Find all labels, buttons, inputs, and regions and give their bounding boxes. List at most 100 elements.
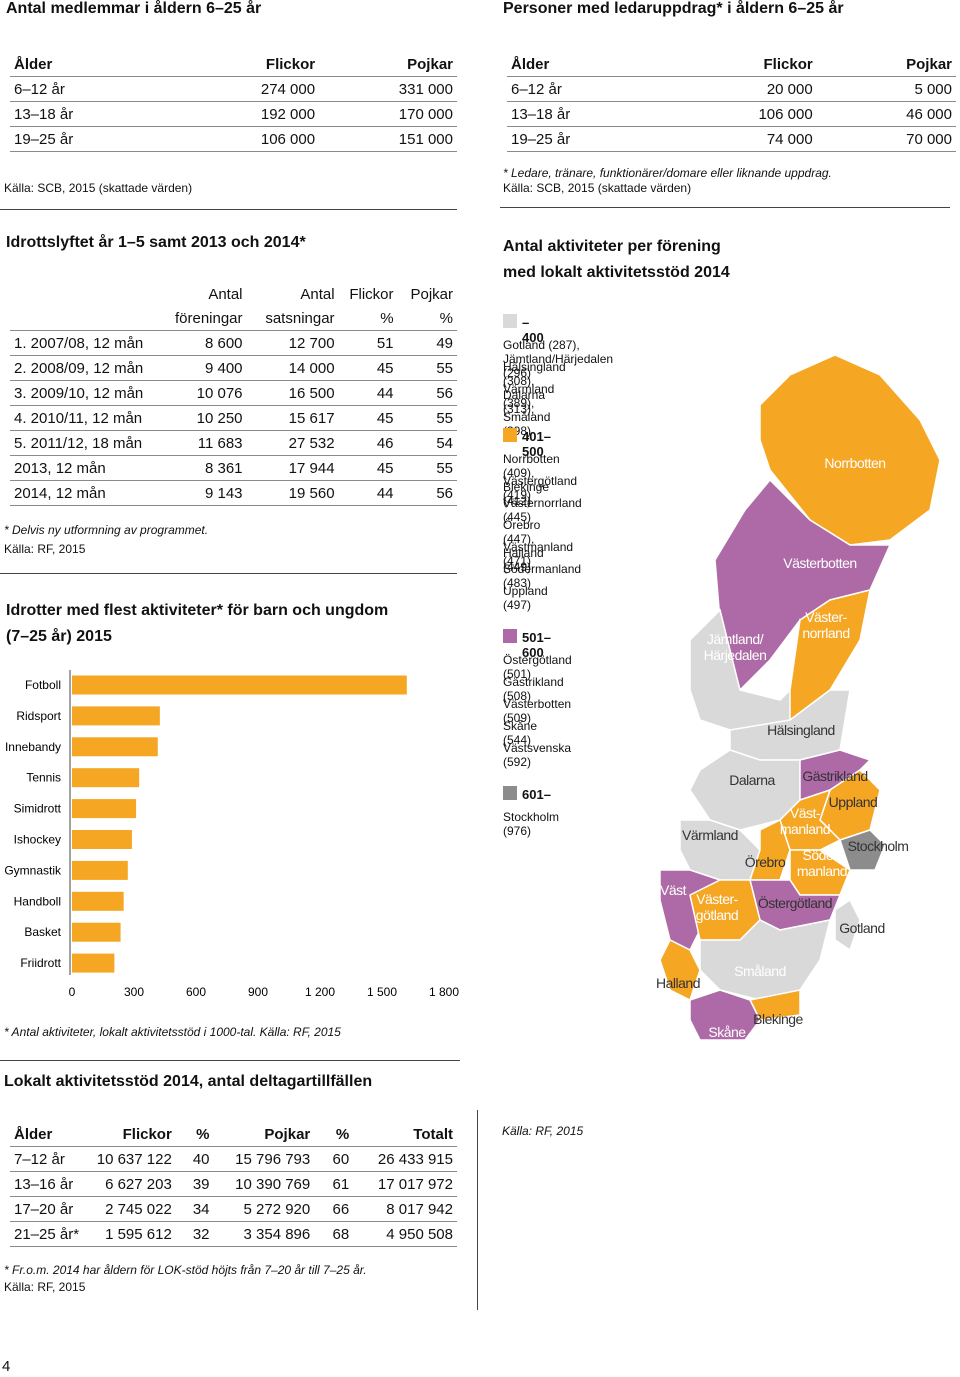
- region-label: Örebro: [745, 853, 786, 870]
- region-label-line: Värmland: [682, 827, 738, 843]
- bar: [72, 799, 137, 819]
- table-cell: 106 000: [684, 101, 817, 127]
- table-cell: 1 595 612: [87, 1221, 176, 1247]
- table-cell: 1. 2007/08, 12 mån: [10, 330, 165, 356]
- bar: [72, 675, 407, 695]
- header-cell: Pojkar: [319, 52, 457, 77]
- leaders-source: Källa: SCB, 2015 (skattade värden): [503, 181, 692, 195]
- header-row: föreningar satsningar%%: [10, 306, 457, 331]
- x-tick-label: 0: [69, 985, 76, 999]
- table-cell: 14 000: [246, 355, 339, 381]
- table-cell: 60: [314, 1146, 354, 1172]
- table-row: 2013, 12 mån 8 361 17 944 45 55: [10, 455, 457, 481]
- table-cell: 3. 2009/10, 12 mån: [10, 380, 165, 406]
- header-cell: Pojkar: [213, 1122, 315, 1147]
- divider: [0, 1060, 460, 1061]
- x-tick-label: 900: [248, 985, 268, 999]
- lok-title: Lokalt aktivitetsstöd 2014, antal deltag…: [4, 1073, 373, 1090]
- table-cell: 68: [314, 1221, 354, 1247]
- region-label: Söder-manland: [797, 847, 847, 879]
- divider: [477, 1110, 478, 1310]
- region-label-line: Östergötland: [758, 894, 832, 911]
- table-cell: 16 500: [246, 380, 339, 406]
- region-label: Värmland: [682, 827, 738, 843]
- region-label: Halland: [656, 975, 700, 991]
- legend-label: –400: [522, 315, 544, 345]
- region-label-line: Småland: [734, 963, 786, 979]
- legend-item: Västergötland (419): [503, 474, 578, 502]
- legend-label: 501–600: [522, 630, 551, 660]
- region-label-line: norrland: [802, 625, 849, 641]
- bar: [72, 706, 160, 726]
- region-label-line: Dalarna: [729, 772, 775, 788]
- leaders-table: Ålder Flickor Pojkar 6–12 år 20 000 5 000 13–1…: [507, 52, 956, 152]
- table-cell: 55: [397, 355, 457, 381]
- table-cell: 6–12 år: [10, 76, 188, 102]
- table-cell: 21–25 år*: [10, 1221, 88, 1247]
- map-region: [839, 829, 886, 871]
- table-cell: 9 400: [164, 355, 247, 381]
- header-cell: Ålder: [10, 1122, 88, 1147]
- region-label-line: Skåne: [708, 1024, 746, 1040]
- divider: [500, 207, 950, 208]
- map-region: [759, 354, 941, 546]
- legend-item: Gotland (287), Jämtland/Härjedalen (296): [503, 338, 614, 380]
- table-cell: 66: [314, 1196, 354, 1222]
- table-body: Antal Antal Flickor Pojkar föreningar satsnin…: [10, 282, 457, 506]
- y-tick-label: Ridsport: [16, 709, 61, 723]
- table-row: 6–12 år 20 000 5 000: [507, 76, 956, 102]
- members-source: Källa: SCB, 2015 (skattade värden): [4, 181, 193, 195]
- page-number: 4: [2, 1358, 11, 1375]
- region-label: Väster-norrland: [802, 609, 849, 641]
- header-cell: Flickor: [349, 285, 394, 303]
- idrottslyftet-table: Antal Antal Flickor Pojkar föreningar satsnin…: [10, 282, 457, 506]
- table-row: 5. 2011/12, 18 mån 11 683 27 532 46 54: [10, 430, 457, 456]
- table-cell: 6–12 år: [507, 76, 685, 102]
- x-tick-label: 600: [186, 985, 206, 999]
- table-row: 13–18 år 106 000 46 000: [507, 101, 956, 127]
- header-cell: [10, 282, 165, 306]
- header-cell: %: [314, 1122, 354, 1147]
- header-cell: [10, 306, 165, 331]
- table-row: 19–25 år 106 000 151 000: [10, 126, 457, 152]
- table-row: 17–20 år 2 745 022 34 5 272 920 66 8 017 942: [10, 1196, 457, 1222]
- legend-item: Västsvenska (592): [503, 741, 572, 769]
- members-table: Ålder Flickor Pojkar 6–12 år 274 000 331 000 1…: [10, 52, 457, 152]
- region-label: Skåne: [708, 1024, 746, 1040]
- header-cell: Ålder: [507, 52, 685, 77]
- table-cell: 7–12 år: [10, 1146, 88, 1172]
- region-label-line: Jämtland/: [707, 631, 764, 647]
- region-label-line: Väster-: [696, 891, 738, 907]
- table-cell: 40: [175, 1146, 214, 1172]
- bar: [72, 953, 115, 973]
- map-title: Antal aktiviteter per förening med lokal…: [503, 234, 730, 286]
- table-cell: 45: [338, 455, 398, 481]
- table-cell: 45: [338, 355, 398, 381]
- legend-item: Norrbotten (409), Blekinge (412): [503, 452, 560, 508]
- header-row: Ålder Flickor Pojkar: [10, 52, 457, 77]
- header-cell: %: [175, 1122, 214, 1147]
- region-label: Dalarna: [729, 772, 775, 788]
- table-cell: 10 250: [164, 405, 247, 431]
- table-cell: 32: [175, 1221, 214, 1247]
- table-cell: 4. 2010/11, 12 mån: [10, 405, 165, 431]
- table-cell: 39: [175, 1171, 214, 1197]
- table-cell: 46 000: [816, 101, 956, 127]
- table-cell: 44: [338, 380, 398, 406]
- legend-item: Östergötland (501): [503, 653, 572, 681]
- header-cell: Pojkar: [410, 285, 453, 303]
- header-cell: Pojkar: [816, 52, 956, 77]
- bar: [72, 737, 158, 757]
- region-label-line: Väst: [660, 882, 687, 898]
- header-cell: Ålder: [10, 52, 188, 77]
- x-tick-label: 300: [124, 985, 144, 999]
- table-row: 1. 2007/08, 12 mån 8 600 12 700 51 49: [10, 330, 457, 356]
- idrottslyftet-source: Källa: RF, 2015: [4, 542, 86, 556]
- region-label: Västerbotten: [783, 555, 856, 571]
- table-cell: 2 745 022: [87, 1196, 176, 1222]
- table-cell: 13–16 år: [10, 1171, 88, 1197]
- y-tick-label: Ishockey: [14, 833, 61, 847]
- table-cell: 10 637 122: [87, 1146, 176, 1172]
- header-cell: Totalt: [353, 1122, 457, 1147]
